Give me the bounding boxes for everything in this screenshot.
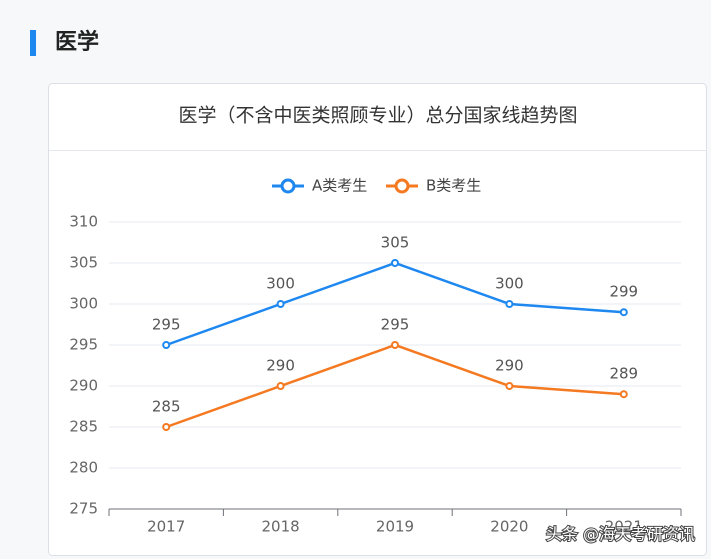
- x-tick-label: 2021: [605, 518, 643, 536]
- x-tick-label: 2018: [262, 518, 300, 536]
- chart-title: 医学（不含中医类照顾专业）总分国家线趋势图: [178, 105, 577, 127]
- legend-marker: [280, 178, 296, 194]
- section-title: 医学: [55, 29, 99, 55]
- y-tick-label: 310: [69, 213, 98, 231]
- card: [48, 83, 707, 556]
- y-tick-label: 295: [69, 336, 98, 354]
- point: [162, 423, 171, 431]
- plot: 275 280 285 290 295 300 305 310 2017 2018 2019 2020…: [69, 177, 682, 536]
- value-label: 305: [381, 234, 410, 252]
- point: [276, 300, 285, 308]
- point: [619, 390, 628, 399]
- point: [391, 341, 399, 349]
- y-tick-label: 285: [69, 418, 98, 436]
- y-tick-label: 280: [69, 459, 98, 477]
- y-tick-label: 275: [69, 500, 98, 518]
- y-tick-label: 300: [69, 295, 98, 313]
- point: [505, 300, 514, 308]
- point: [276, 382, 285, 390]
- y-tick-label: 305: [69, 254, 98, 272]
- point: [619, 308, 628, 317]
- y-tick-label: 290: [69, 377, 98, 395]
- point: [505, 382, 514, 390]
- x-tick-label: 2017: [147, 518, 185, 536]
- value-label: 290: [495, 357, 524, 375]
- legend-label: B类考生: [426, 177, 481, 195]
- x-tick-label: 2019: [376, 518, 414, 536]
- value-label: 289: [609, 365, 638, 383]
- section-marker: [30, 30, 36, 56]
- value-label: 295: [152, 316, 181, 334]
- legend-marker: [394, 178, 410, 194]
- point: [391, 259, 399, 267]
- value-label: 300: [495, 275, 524, 293]
- value-label: 295: [381, 316, 410, 334]
- value-label: 300: [266, 275, 295, 293]
- value-label: 285: [152, 398, 181, 416]
- value-label: 299: [609, 283, 638, 301]
- point: [162, 341, 171, 349]
- value-label: 290: [266, 357, 295, 375]
- watermark: 头条 @海天考研资讯: [546, 525, 695, 544]
- x-tick-label: 2020: [490, 518, 528, 536]
- legend-label: A类考生: [312, 177, 367, 195]
